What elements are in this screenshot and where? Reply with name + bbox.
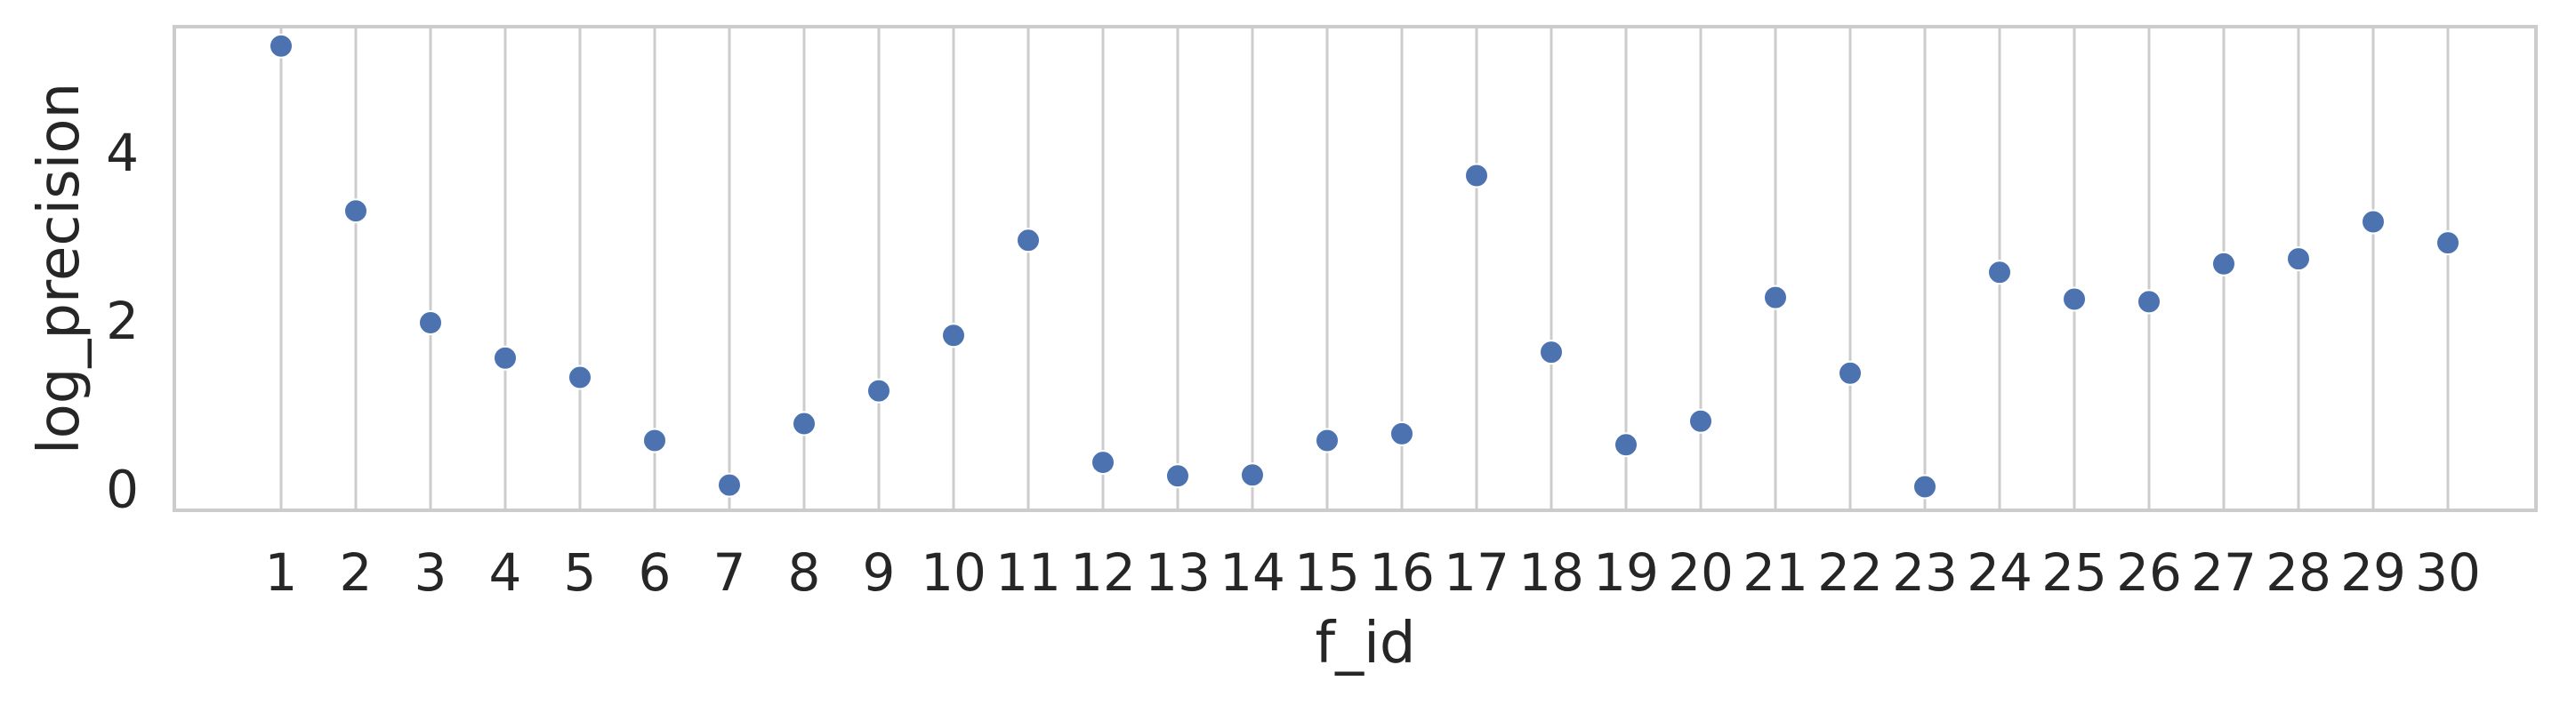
data-point-7 (717, 472, 742, 498)
x-tick-label-19: 19 (1593, 542, 1659, 603)
x-tick-label-3: 3 (415, 542, 447, 603)
data-point-26 (2137, 289, 2161, 315)
x-tick-label-26: 26 (2116, 542, 2182, 603)
x-tick-label-14: 14 (1220, 542, 1285, 603)
y-axis-label: log_precision (27, 83, 93, 454)
y-tick-label-0: 0 (106, 459, 139, 519)
x-tick-label-13: 13 (1145, 542, 1211, 603)
x-tick-label-15: 15 (1294, 542, 1360, 603)
data-point-1 (269, 33, 294, 59)
data-point-4 (493, 345, 518, 371)
data-point-21 (1763, 284, 1788, 310)
data-point-29 (2361, 209, 2386, 235)
x-axis-label: f_id (1316, 611, 1416, 677)
data-point-11 (1016, 228, 1041, 253)
data-point-2 (343, 198, 368, 224)
data-point-22 (1838, 360, 1863, 386)
y-tick-label-2: 2 (106, 291, 139, 351)
data-point-17 (1464, 163, 1489, 188)
x-tick-label-7: 7 (713, 542, 746, 603)
data-point-27 (2211, 251, 2236, 276)
x-tick-label-28: 28 (2266, 542, 2331, 603)
y-tick-label-4: 4 (106, 123, 139, 183)
data-point-16 (1389, 421, 1414, 446)
x-tick-label-24: 24 (1967, 542, 2033, 603)
data-point-15 (1315, 428, 1340, 453)
x-tick-label-10: 10 (921, 542, 986, 603)
x-tick-label-2: 2 (340, 542, 373, 603)
data-point-24 (1987, 260, 2012, 285)
x-tick-label-8: 8 (788, 542, 821, 603)
x-tick-label-21: 21 (1743, 542, 1808, 603)
data-point-25 (2062, 286, 2087, 312)
data-point-28 (2286, 246, 2311, 272)
x-tick-label-30: 30 (2415, 542, 2481, 603)
data-point-19 (1614, 432, 1638, 458)
x-tick-label-18: 18 (1518, 542, 1584, 603)
x-tick-label-11: 11 (995, 542, 1061, 603)
data-point-18 (1539, 340, 1564, 365)
x-tick-label-22: 22 (1817, 542, 1883, 603)
x-tick-label-17: 17 (1444, 542, 1509, 603)
x-tick-label-16: 16 (1369, 542, 1435, 603)
data-point-3 (418, 310, 443, 336)
data-point-9 (866, 378, 891, 404)
x-tick-label-27: 27 (2191, 542, 2257, 603)
data-point-23 (1912, 474, 1937, 500)
x-tick-label-4: 4 (489, 542, 522, 603)
data-points (269, 33, 2460, 500)
plot-frame (173, 25, 2538, 512)
x-tick-label-6: 6 (639, 542, 672, 603)
data-point-30 (2435, 230, 2460, 256)
data-point-10 (941, 323, 966, 348)
data-point-14 (1240, 462, 1265, 488)
data-point-5 (568, 365, 592, 390)
x-tick-label-12: 12 (1070, 542, 1136, 603)
x-tick-label-29: 29 (2340, 542, 2406, 603)
x-axis-ticks: 1 2 3 4 5 6 7 8 9 10 11 12 13 14 15 16 17 18 19 20 21 22 23 24 2… (265, 542, 2481, 603)
x-tick-label-9: 9 (863, 542, 896, 603)
y-axis-ticks: 0 2 4 (106, 123, 139, 519)
x-tick-label-20: 20 (1668, 542, 1734, 603)
data-point-20 (1688, 408, 1713, 434)
x-tick-label-1: 1 (265, 542, 298, 603)
x-tick-label-25: 25 (2041, 542, 2107, 603)
x-tick-label-23: 23 (1892, 542, 1958, 603)
x-tick-label-5: 5 (564, 542, 597, 603)
data-point-12 (1091, 450, 1115, 476)
data-point-8 (792, 411, 817, 437)
data-point-6 (642, 428, 667, 453)
data-point-13 (1165, 463, 1190, 489)
grid-lines (279, 27, 2450, 510)
